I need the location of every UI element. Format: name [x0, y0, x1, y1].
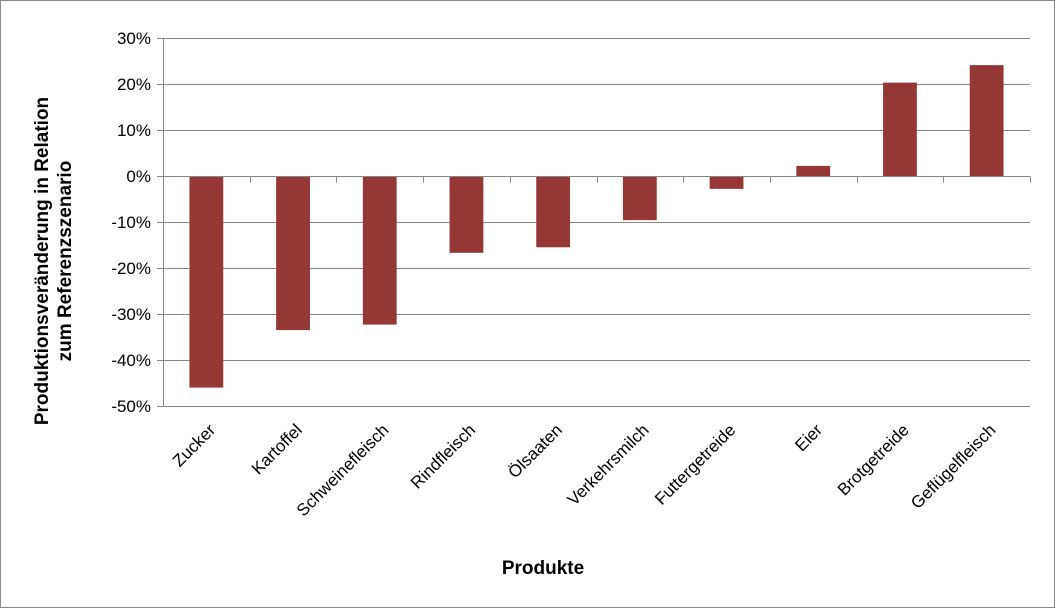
y-tick-label: -50% — [111, 397, 151, 416]
x-tick-label: Brotgetreide — [834, 420, 913, 499]
x-tick-label: Verkehrsmilch — [564, 420, 653, 509]
bar — [189, 176, 224, 388]
y-tick-label: 20% — [117, 75, 151, 94]
bar — [709, 176, 744, 189]
y-tick-label: 30% — [117, 29, 151, 48]
axes — [157, 38, 1031, 407]
bar — [796, 165, 831, 176]
y-axis-title: Produktionsveränderung in Relation zum R… — [32, 97, 76, 425]
y-tick-label: -10% — [111, 213, 151, 232]
x-tick-label: Schweinefleisch — [293, 420, 393, 520]
bar — [449, 176, 484, 253]
x-axis-title: Produkte — [502, 558, 584, 579]
x-tick-label: Zucker — [169, 420, 219, 470]
y-axis-title-line-1: Produktionsveränderung in Relation — [32, 97, 53, 425]
x-tick-label: Kartoffel — [248, 420, 306, 478]
bar — [969, 65, 1004, 176]
y-tick-label: -40% — [111, 351, 151, 370]
x-tick-label: Geflügelfleisch — [907, 420, 999, 512]
bar — [622, 176, 657, 221]
x-tick-label: Rindfleisch — [407, 420, 479, 492]
bar — [883, 82, 917, 176]
y-tick-label: -30% — [111, 305, 151, 324]
bar — [362, 176, 397, 325]
bar — [276, 176, 310, 331]
bars — [189, 65, 1004, 388]
y-tick-label: 0% — [126, 167, 151, 186]
x-tick-label: Eier — [791, 420, 826, 455]
x-tick-label: Ölsaaten — [504, 420, 566, 482]
y-axis-title-line-2: zum Referenzszenario — [55, 161, 76, 362]
y-tick-label: 10% — [117, 121, 151, 140]
x-tick-label: Futtergetreide — [651, 420, 739, 508]
bar — [536, 176, 571, 248]
y-tick-labels: 30% 20% 10% 0% -10% -20% -30% -40% -50% — [111, 29, 151, 416]
y-tick-label: -20% — [111, 259, 151, 278]
